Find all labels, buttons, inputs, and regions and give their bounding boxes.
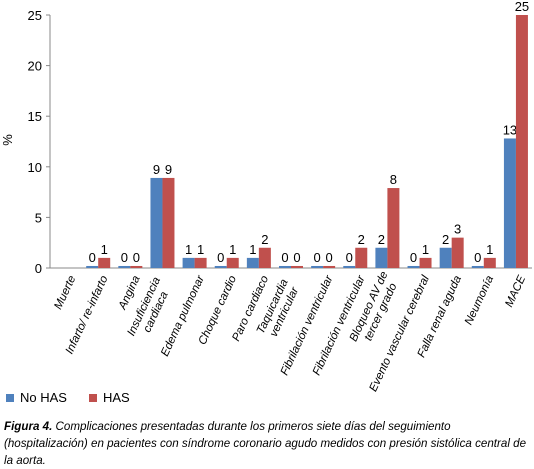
data-label: 0 [346,250,353,265]
bar [118,265,131,268]
data-label: 1 [197,242,204,257]
data-label: 0 [217,250,224,265]
data-label: 2 [442,232,449,247]
bar [311,265,324,268]
bar [355,247,368,268]
bar [471,265,484,268]
bar [483,257,496,268]
bar [451,237,464,268]
bar [323,265,336,268]
bar [194,257,207,268]
legend-item-no-has: No HAS [6,390,67,405]
bar [130,265,143,268]
bar [226,257,239,268]
legend-item-has: HAS [88,390,130,405]
bar [439,247,452,268]
data-label: 0 [326,250,333,265]
bar [98,257,111,268]
data-label: 0 [89,250,96,265]
x-tick-label: MACE [503,274,528,309]
bar [182,257,195,268]
data-label: 2 [261,232,268,247]
data-label: 1 [101,242,108,257]
y-tick-label: 10 [28,160,42,175]
data-label: 0 [410,250,417,265]
y-tick-label: 5 [35,210,42,225]
caption-text: Complicaciones presentadas durante los p… [4,420,527,467]
x-tick-label-line: MACE [503,274,528,309]
x-tick-label: Edema pulmonar [159,273,207,359]
x-tick-label-line: Neumonía [463,274,496,327]
data-label: 1 [229,242,236,257]
x-tick-label: Neumonía [463,274,496,327]
bar [246,257,259,268]
data-label: 3 [454,222,461,237]
bar [258,247,271,268]
x-tick-label-line: Muerte [52,274,78,312]
bar [162,177,175,268]
data-label: 1 [486,242,493,257]
data-label: 0 [133,250,140,265]
data-label: 1 [249,242,256,257]
data-label: 0 [314,250,321,265]
legend-swatch-has [88,393,97,402]
y-tick-label: 15 [28,109,42,124]
y-tick-label: 25 [28,8,42,23]
bar [279,265,291,268]
bar [375,247,388,268]
bar [343,265,356,268]
bar [503,138,516,268]
bar [419,257,432,268]
data-label: 0 [293,250,300,265]
legend-swatch-no-has [6,393,14,402]
data-label: 0 [281,250,288,265]
legend: No HAS HAS [6,390,130,405]
data-label: 0 [474,250,481,265]
data-label: 25 [515,0,529,14]
data-label: 2 [378,232,385,247]
y-axis-label: % [0,134,15,146]
data-label: 13 [503,122,517,137]
bar [515,15,528,268]
x-tick-label-line: Edema pulmonar [159,273,207,359]
legend-label-no-has: No HAS [20,390,67,405]
bar [150,177,163,268]
bar [407,265,420,268]
bar [387,188,400,268]
figure-caption: Figura 4. Complicaciones presentadas dur… [4,418,532,469]
bar [214,265,227,268]
data-label: 1 [422,242,429,257]
data-label: 8 [390,172,397,187]
x-tick-label: Muerte [52,274,78,312]
bar [291,265,303,268]
data-label: 0 [121,250,128,265]
legend-label-has: HAS [102,390,130,405]
data-label: 9 [165,162,172,177]
data-label: 2 [358,232,365,247]
y-tick-label: 0 [35,261,42,276]
bar [86,265,99,268]
data-label: 9 [153,162,160,177]
y-tick-label: 20 [28,59,42,74]
data-label: 1 [185,242,192,257]
caption-label: Figura 4. [4,420,53,433]
